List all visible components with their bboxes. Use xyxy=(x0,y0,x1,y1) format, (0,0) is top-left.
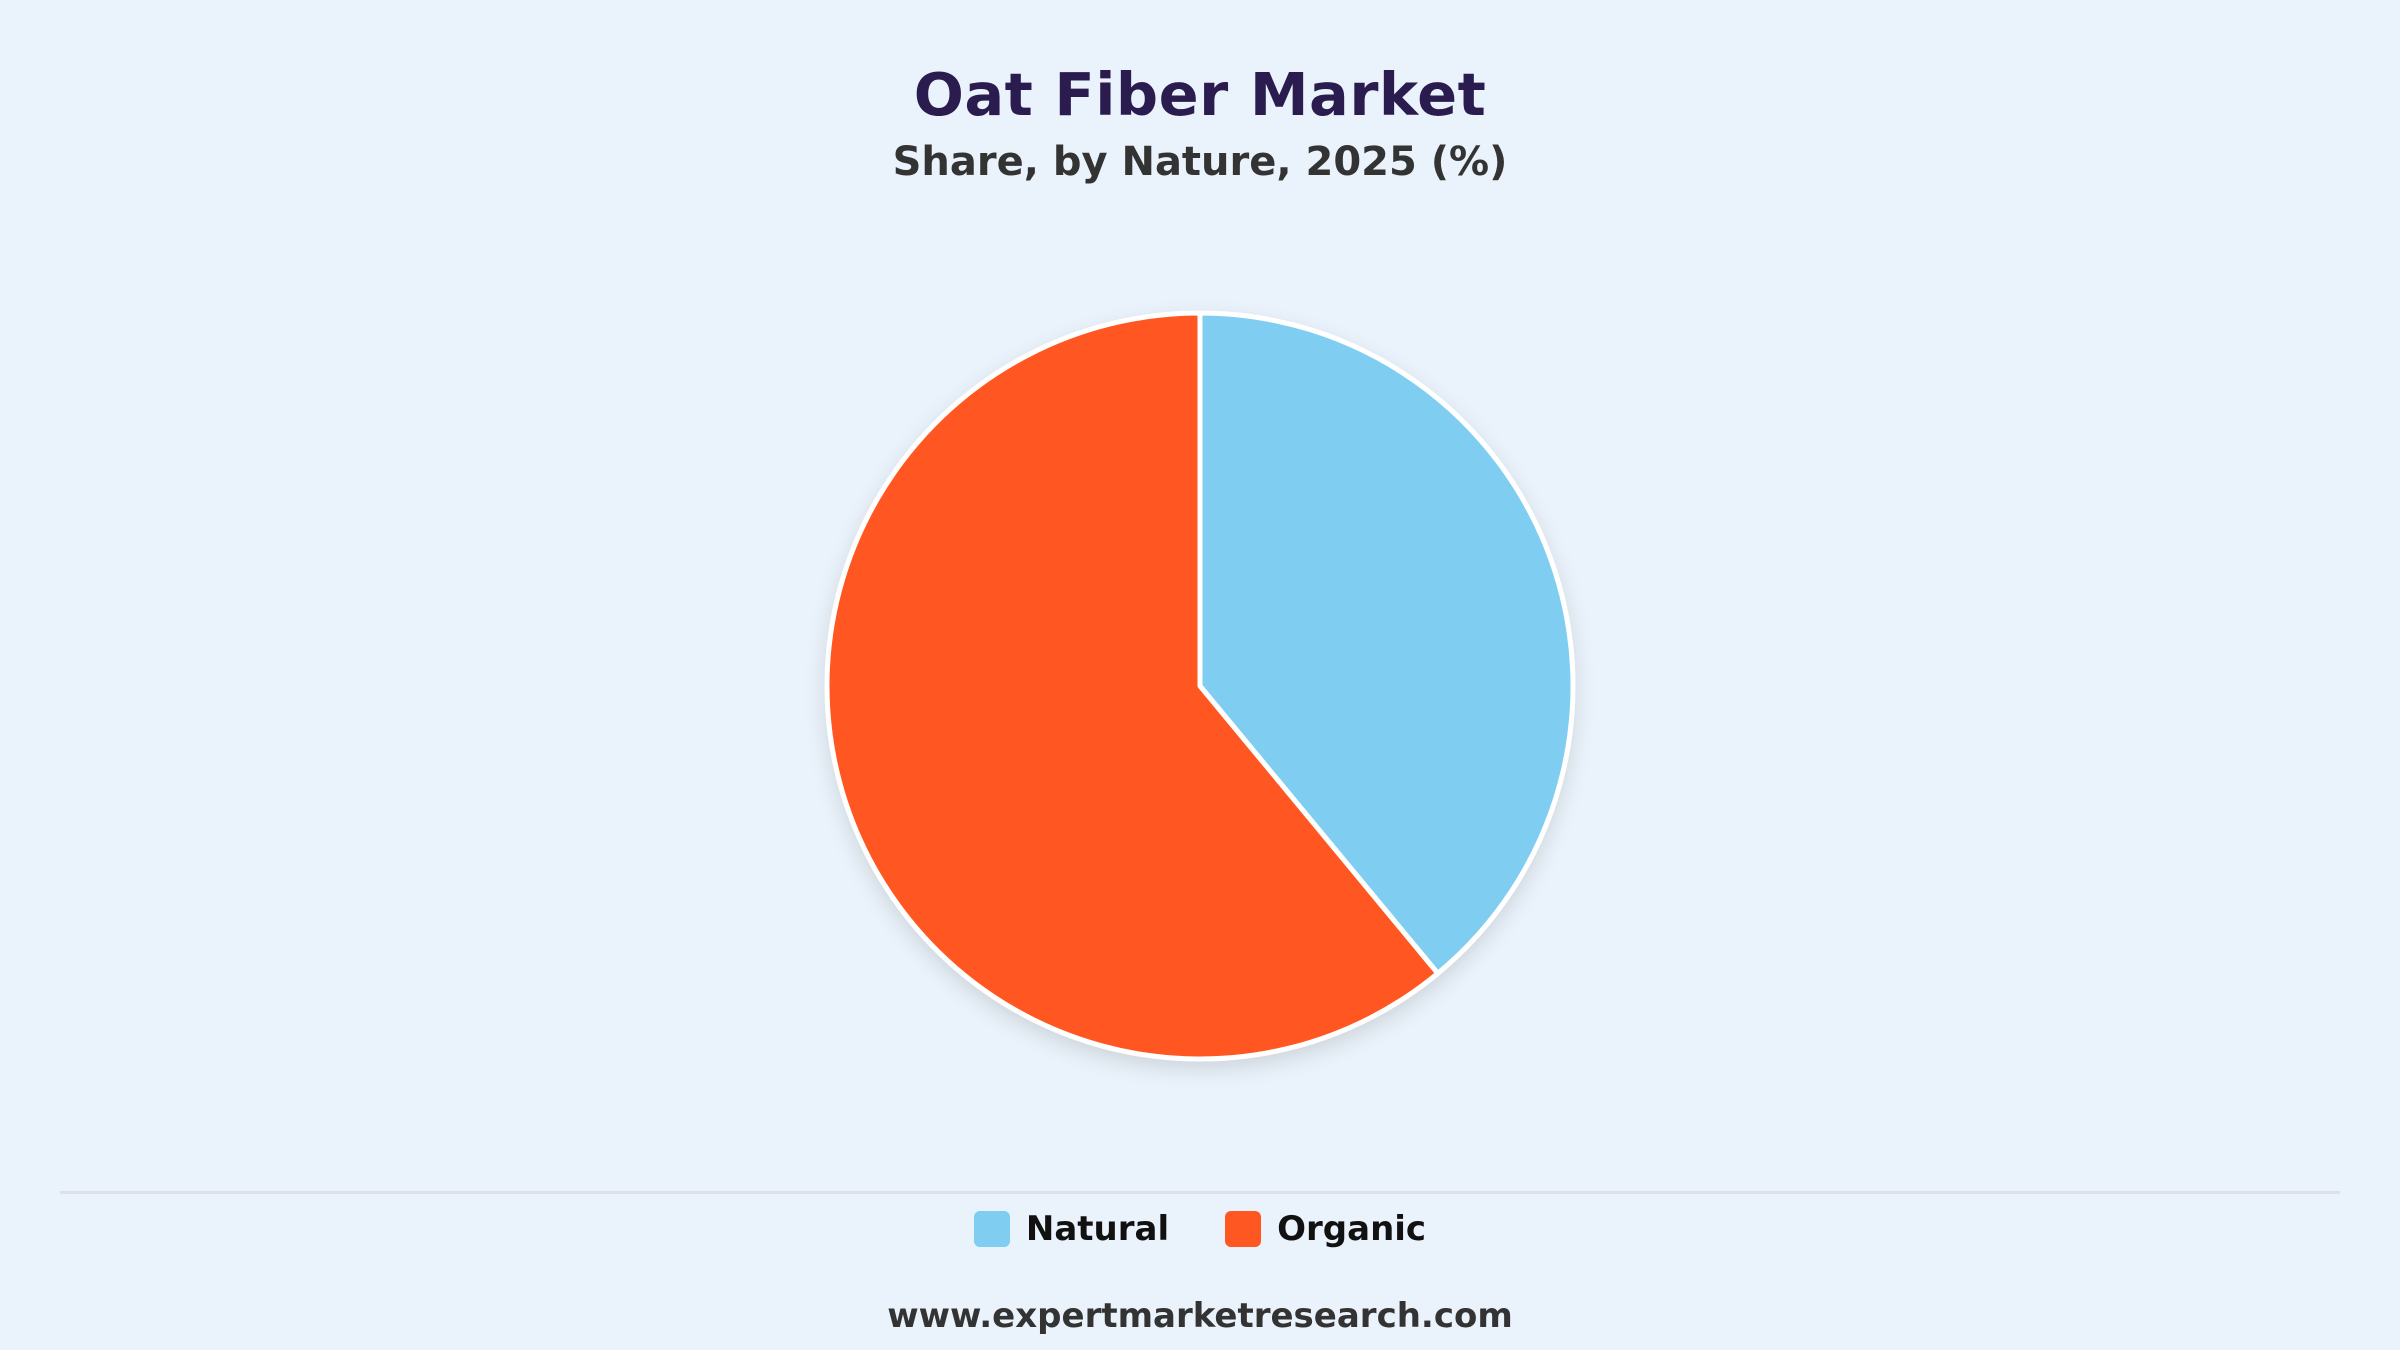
legend-item-organic[interactable]: Organic xyxy=(1225,1209,1426,1249)
legend-swatch-organic xyxy=(1225,1211,1262,1247)
chart-title: Oat Fiber Market xyxy=(913,60,1487,129)
legend-item-natural[interactable]: Natural xyxy=(973,1209,1170,1249)
chart-subtitle: Share, by Nature, 2025 (%) xyxy=(892,139,1508,185)
pie-slice-natural[interactable] xyxy=(1197,310,1576,976)
legend-label-organic: Organic xyxy=(1277,1209,1427,1249)
legend-label-natural: Natural xyxy=(1025,1209,1170,1249)
legend: Natural Organic xyxy=(0,1207,2400,1251)
source-url: www.expertmarketresearch.com xyxy=(887,1296,1513,1336)
legend-swatch-natural xyxy=(973,1211,1010,1247)
legend-divider xyxy=(60,1191,2340,1194)
pie-slice-organic[interactable] xyxy=(824,310,1441,1062)
